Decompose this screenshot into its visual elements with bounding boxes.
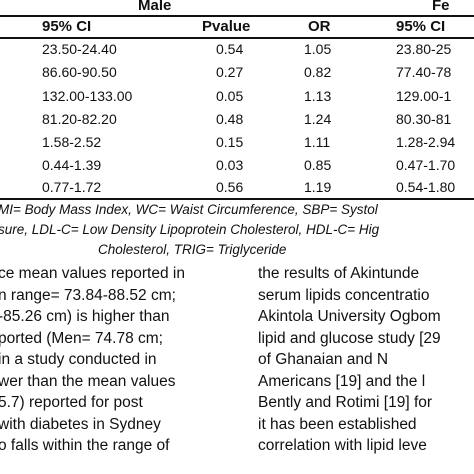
- text-line: 5.7) reported for post: [0, 394, 143, 411]
- text-line: Akintola University Ogbom: [258, 308, 441, 325]
- text-line: of Ghanaian and N: [258, 351, 389, 368]
- cell-female-ci: 80.30-81: [396, 111, 452, 127]
- text-line: lipid and glucose study [29: [258, 329, 441, 347]
- cell-or: 1.11: [304, 134, 331, 150]
- cell-or: 1.19: [304, 179, 332, 195]
- column-header-or: OR: [308, 18, 331, 35]
- cell-or: 1.13: [304, 88, 332, 104]
- group-header-male: Male: [138, 0, 172, 14]
- cell-female-ci: 77.40-78: [396, 64, 452, 80]
- table-rule-bottom: [0, 198, 474, 200]
- text-line: Americans [19] and the l: [258, 372, 426, 390]
- text-line: the results of Akintunde: [258, 265, 420, 282]
- text-line: with diabetes in Sydney: [0, 415, 161, 433]
- body-text-right-column: the results of Akintunde serum lipids co…: [258, 263, 441, 457]
- cell-pvalue: 0.48: [216, 111, 244, 127]
- cell-male-ci: 81.20-82.20: [42, 111, 117, 127]
- cell-pvalue: 0.56: [216, 179, 244, 195]
- text-line: serum lipids concentratio: [258, 286, 430, 304]
- cell-pvalue: 0.03: [216, 157, 244, 173]
- text-line: Bently and Rotimi [19] for: [258, 394, 433, 411]
- text-line: ported (Men= 74.78 cm;: [0, 329, 163, 347]
- cell-pvalue: 0.05: [216, 88, 244, 104]
- cell-male-ci: 0.77-1.72: [42, 179, 102, 195]
- table-footnote-line-3: Cholesterol, TRIG= Triglyceride: [98, 242, 287, 257]
- text-line: wer than the mean values: [0, 372, 176, 390]
- column-header-female-ci: 95% CI: [396, 18, 446, 35]
- text-line: ce mean values reported in: [0, 265, 185, 282]
- cell-male-ci: 86.60-90.50: [42, 64, 117, 80]
- body-text-left-column: ce mean values reported in n range= 73.8…: [0, 263, 185, 457]
- cell-female-ci: 23.80-25: [396, 41, 452, 57]
- cell-female-ci: 129.00-1: [396, 88, 452, 104]
- text-line: it has been established: [258, 415, 417, 433]
- cell-male-ci: 1.58-2.52: [42, 134, 102, 150]
- cell-or: 1.05: [304, 41, 332, 57]
- text-line: -85.26 cm) is higher than: [0, 308, 170, 325]
- group-header-female: Fe: [432, 0, 450, 14]
- column-header-pvalue: Pvalue: [202, 18, 251, 35]
- cell-pvalue: 0.15: [216, 134, 244, 150]
- cell-or: 0.82: [304, 64, 332, 80]
- cell-male-ci: 132.00-133.00: [42, 88, 133, 104]
- text-line: correlation with lipid leve: [258, 437, 427, 454]
- cell-male-ci: 0.44-1.39: [42, 157, 102, 173]
- cell-male-ci: 23.50-24.40: [42, 41, 117, 57]
- table-rule-header: [0, 37, 474, 39]
- cell-pvalue: 0.54: [216, 41, 244, 57]
- cell-pvalue: 0.27: [216, 64, 244, 80]
- text-line: in a study conducted in: [0, 351, 157, 368]
- cell-female-ci: 0.54-1.80: [396, 179, 456, 195]
- cell-or: 1.24: [304, 111, 332, 127]
- cell-female-ci: 0.47-1.70: [396, 157, 456, 173]
- column-header-male-ci: 95% CI: [42, 18, 92, 35]
- text-line: n range= 73.84-88.52 cm;: [0, 286, 176, 304]
- cell-female-ci: 1.28-2.94: [396, 134, 456, 150]
- table-footnote-line-1: MI= Body Mass Index, WC= Waist Circumfer…: [0, 202, 378, 217]
- table-footnote-line-2: sure, LDL-C= Low Density Lipoprotein Cho…: [0, 222, 380, 237]
- text-line: o falls within the range of: [0, 437, 170, 454]
- cell-or: 0.85: [304, 157, 332, 173]
- table-rule-top: [0, 15, 474, 17]
